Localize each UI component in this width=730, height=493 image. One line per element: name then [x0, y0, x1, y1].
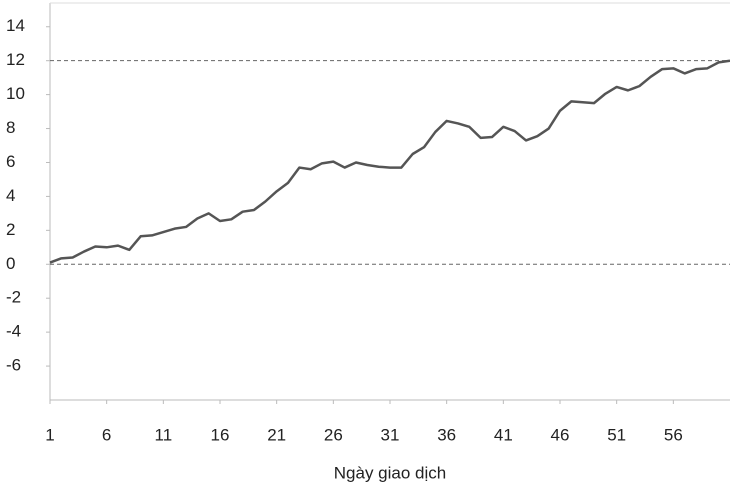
- data-line: [49, 59, 730, 264]
- x-tick-label: 31: [381, 425, 400, 444]
- x-axis-label: Ngày giao dịch: [334, 463, 446, 482]
- x-tick-label: 41: [494, 425, 513, 444]
- y-tick-label: 0: [6, 254, 15, 273]
- y-tick-label: -2: [6, 288, 21, 307]
- x-tick-label: 1: [45, 425, 54, 444]
- y-tick-label: 4: [6, 186, 15, 205]
- x-tick-label: 16: [211, 425, 230, 444]
- x-tick-label: 11: [155, 425, 173, 444]
- y-tick-label: 8: [6, 118, 15, 137]
- x-tick-label: 51: [607, 425, 626, 444]
- x-tick-label: 46: [551, 425, 570, 444]
- y-tick-label: 2: [6, 220, 15, 239]
- y-tick-label: -6: [6, 356, 21, 375]
- y-tick-label: 14: [6, 16, 25, 35]
- x-tick-label: 26: [324, 425, 343, 444]
- x-tick-label: 21: [267, 425, 286, 444]
- x-tick-label: 56: [664, 425, 683, 444]
- x-tick-label: 36: [437, 425, 456, 444]
- y-tick-label: 12: [6, 50, 25, 69]
- y-tick-label: 10: [6, 84, 25, 103]
- y-tick-label: 6: [6, 152, 15, 171]
- x-tick-label: 6: [102, 425, 111, 444]
- y-tick-label: -4: [6, 322, 21, 341]
